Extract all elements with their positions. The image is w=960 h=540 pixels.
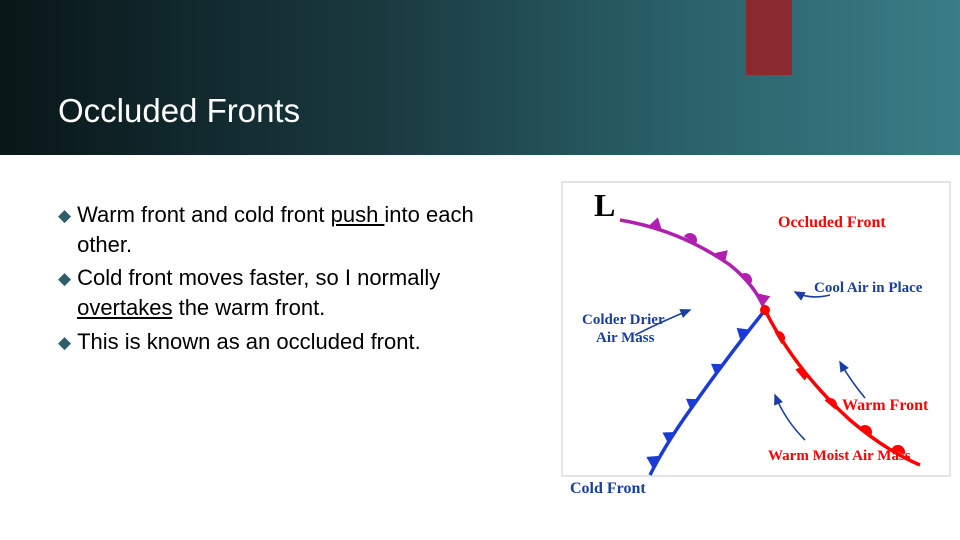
diamond-icon: ◆ <box>58 205 71 228</box>
bullet-text: Cold front moves faster, so I normally o… <box>77 263 528 322</box>
bullet-item: ◆ Warm front and cold front push into ea… <box>58 200 528 259</box>
bullet-item: ◆ This is known as an occluded front. <box>58 327 528 357</box>
fronts-diagram: L Occluded Front Cool Air in Place Colder D… <box>560 180 952 510</box>
junction-dot <box>760 305 770 315</box>
bullet-text: This is known as an occluded front. <box>77 327 528 357</box>
bullet-list: ◆ Warm front and cold front push into ea… <box>58 200 528 360</box>
diamond-icon: ◆ <box>58 332 71 355</box>
label-cold_front: Cold Front <box>570 480 646 498</box>
accent-tab <box>746 0 792 75</box>
label-colder: Colder Drier <box>582 312 665 329</box>
diamond-icon: ◆ <box>58 268 71 291</box>
bullet-text: Warm front and cold front push into each… <box>77 200 528 259</box>
diagram-border <box>562 182 950 476</box>
bullet-item: ◆ Cold front moves faster, so I normally… <box>58 263 528 322</box>
label-warm_mass: Warm Moist Air Mass <box>768 448 911 465</box>
header-band <box>0 0 960 155</box>
label-warm_front: Warm Front <box>842 397 928 415</box>
slide-title: Occluded Fronts <box>58 92 300 130</box>
low-pressure-L: L <box>594 187 615 224</box>
label-colder2: Air Mass <box>596 330 654 347</box>
label-occluded: Occluded Front <box>778 214 886 232</box>
label-cool_air: Cool Air in Place <box>814 280 922 297</box>
